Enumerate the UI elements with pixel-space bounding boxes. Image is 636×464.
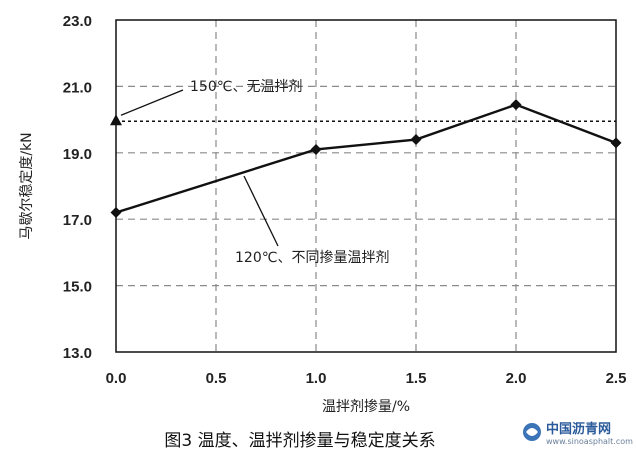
x-axis-label: 温拌剂掺量/%: [322, 398, 410, 415]
figure-caption: 图3 温度、温拌剂掺量与稳定度关系: [164, 431, 435, 451]
x-tick-label: 1.5: [406, 370, 427, 387]
x-tick-label: 2.5: [606, 370, 627, 387]
y-tick-label: 21.0: [63, 79, 92, 96]
watermark-logo-mark: [526, 428, 538, 436]
watermark: 中国沥青网 www.sinoasphalt.com: [523, 421, 633, 446]
y-tick-label: 15.0: [63, 279, 92, 296]
data-point-diamond: [110, 207, 122, 219]
annotation-150c: 150℃、无温拌剂: [190, 79, 302, 95]
x-tick-label: 2.0: [506, 370, 527, 387]
data-point-diamond: [310, 143, 322, 155]
annotation-120c: 120℃、不同掺量温拌剂: [235, 249, 389, 266]
y-tick-label: 23.0: [63, 13, 92, 30]
data-point-diamond: [410, 134, 422, 146]
x-tick-labels: 0.0 0.5 1.0 1.5 2.0 2.5: [106, 370, 627, 387]
grid-layer: [116, 20, 616, 352]
data-point-triangle: [110, 114, 122, 126]
y-tick-label: 19.0: [63, 146, 92, 163]
watermark-main: 中国沥青网: [546, 421, 611, 437]
annotation-150c-leader: [120, 89, 184, 116]
watermark-sub: www.sinoasphalt.com: [546, 437, 633, 446]
data-point-diamond: [610, 137, 622, 149]
x-tick-label: 1.0: [306, 370, 327, 387]
x-tick-label: 0.5: [206, 370, 227, 387]
y-tick-labels: 13.0 15.0 17.0 19.0 21.0 23.0: [63, 13, 92, 362]
x-tick-label: 0.0: [106, 370, 127, 387]
annotation-120c-leader: [243, 175, 279, 247]
y-tick-label: 17.0: [63, 212, 92, 229]
y-tick-label: 13.0: [63, 345, 92, 362]
plot-frame: [115, 19, 617, 353]
annotation-layer: 150℃、无温拌剂 120℃、不同掺量温拌剂: [120, 79, 389, 266]
y-axis-label: 马歇尔稳定度/kN: [19, 132, 35, 239]
data-point-diamond: [510, 99, 522, 111]
series-layer: [110, 99, 622, 219]
